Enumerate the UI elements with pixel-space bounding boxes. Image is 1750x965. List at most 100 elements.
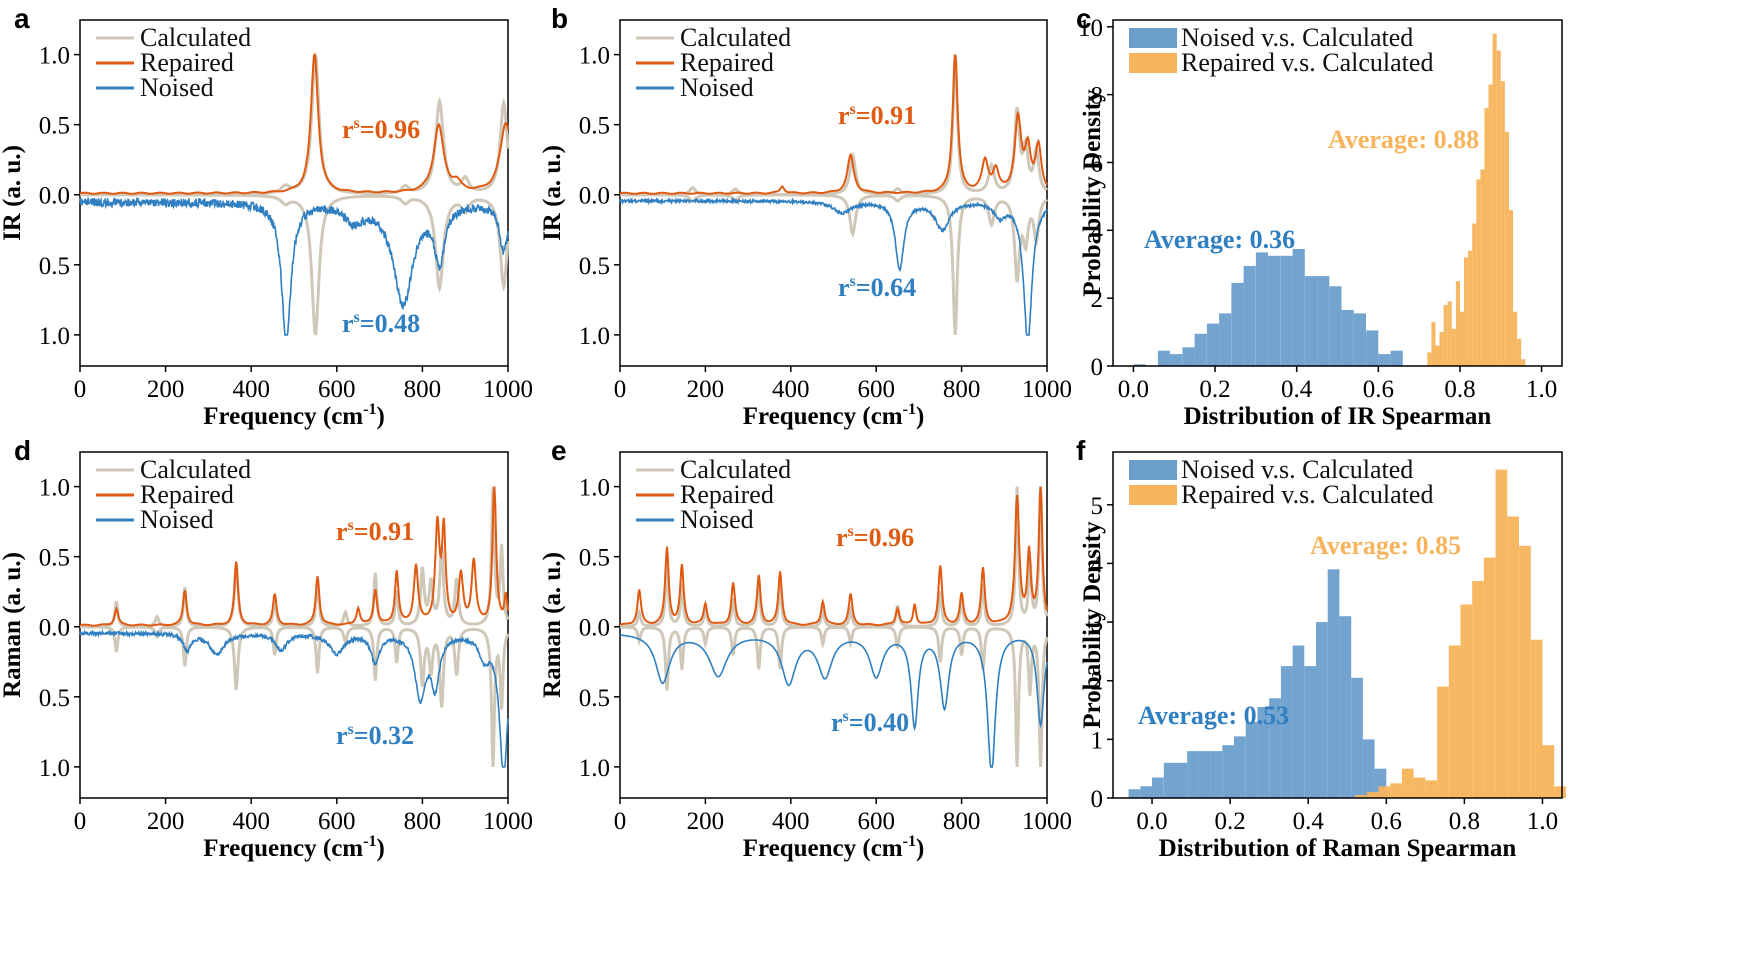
- histogram-bar-repaired: [1500, 81, 1505, 366]
- spearman-annotation-noised: rs=0.64: [838, 273, 916, 302]
- histogram-bar-noised: [1187, 751, 1199, 798]
- legend-label-repaired: Repaired: [140, 48, 234, 77]
- y-tick-label: 1.0: [579, 323, 610, 350]
- histogram-bar-noised: [1269, 698, 1281, 798]
- histogram-bar-repaired: [1437, 686, 1449, 798]
- x-tick-label: 1.0: [1526, 376, 1557, 403]
- spearman-annotation-repaired: rs=0.91: [336, 517, 414, 546]
- histogram-bar-repaired: [1554, 786, 1566, 798]
- histogram-bar-repaired: [1464, 257, 1469, 366]
- legend-label-noised: Noised v.s. Calculated: [1181, 23, 1413, 52]
- histogram-bar-repaired: [1508, 210, 1513, 366]
- panel-letter: d: [14, 435, 31, 466]
- x-tick-label: 0: [614, 808, 627, 835]
- calculated-line-lower: [80, 625, 510, 767]
- histogram-bar-noised: [1152, 777, 1164, 798]
- calculated-line-upper: [620, 54, 1048, 197]
- y-tick-label: 1.0: [579, 755, 610, 782]
- y-tick-label: 0.5: [39, 113, 70, 140]
- histogram-bar-repaired: [1519, 545, 1531, 798]
- y-tick-label: 4: [1091, 218, 1104, 245]
- x-tick-label: 200: [687, 808, 725, 835]
- y-tick-label: 5: [1091, 493, 1104, 520]
- average-annotation-noised: Average: 0.53: [1138, 701, 1289, 730]
- annotation-sup: s: [348, 721, 354, 738]
- x-tick-label: 0.8: [1449, 808, 1480, 835]
- histogram-bar-repaired: [1451, 328, 1456, 366]
- y-tick-label: 1.0: [39, 755, 70, 782]
- legend-label-noised: Noised v.s. Calculated: [1181, 455, 1413, 484]
- histogram-bar-noised: [1304, 276, 1317, 366]
- y-tick-label: 0.5: [579, 685, 610, 712]
- histogram-bar-repaired: [1460, 604, 1473, 798]
- x-axis-label-end: ): [376, 835, 384, 862]
- y-axis-label: Raman (a. u.): [0, 552, 26, 698]
- annotation-base: r: [336, 517, 348, 546]
- x-tick-label: 400: [772, 376, 810, 403]
- legend-swatch-repaired: [1129, 485, 1177, 505]
- histogram-bar-repaired: [1513, 311, 1518, 366]
- legend-label-noised: Noised: [140, 505, 214, 534]
- x-axis-label: Distribution of IR Spearman: [1184, 403, 1492, 430]
- histogram-bar-noised: [1339, 616, 1352, 798]
- histogram-bar-repaired: [1427, 352, 1432, 366]
- x-tick-label: 800: [943, 808, 981, 835]
- noised-line: [79, 196, 509, 336]
- histogram-bar-repaired: [1483, 557, 1496, 798]
- x-tick-label: 400: [232, 808, 270, 835]
- x-axis-label: Frequency (cm-1): [203, 401, 385, 430]
- panel-a: 0 200 400 600 800 1000 1.0 0.5 0.0 0.5 1.0 Frequenc…: [0, 3, 533, 430]
- average-annotation-repaired: Average: 0.88: [1328, 125, 1479, 154]
- histogram-bar-noised: [1353, 313, 1366, 366]
- histogram-bar-noised: [1374, 768, 1387, 798]
- histogram-bar-noised: [1257, 707, 1270, 798]
- y-tick-label: 0.5: [579, 545, 610, 572]
- legend-label-calculated: Calculated: [140, 455, 251, 484]
- histogram-bar-noised: [1351, 677, 1363, 798]
- y-tick-label: 0.5: [579, 113, 610, 140]
- histogram-bar-repaired: [1492, 33, 1497, 366]
- y-tick-label: 1.0: [39, 323, 70, 350]
- x-axis-label-text: Frequency (cm: [203, 835, 363, 862]
- histogram-bar-repaired: [1448, 645, 1461, 798]
- histogram-bar-noised: [1341, 310, 1354, 366]
- histogram-bar-repaired: [1542, 745, 1555, 798]
- legend-label-repaired: Repaired: [680, 480, 774, 509]
- histogram-bar-repaired: [1521, 359, 1526, 366]
- x-tick-label: 0: [74, 808, 87, 835]
- y-tick-label: 0: [1091, 354, 1104, 381]
- y-axis-label: Probability Density: [1079, 521, 1106, 729]
- y-tick-label: 1.0: [579, 43, 610, 70]
- histogram-bar-noised: [1133, 364, 1146, 366]
- histogram-bar-noised: [1292, 645, 1305, 798]
- x-axis-label: Frequency (cm-1): [743, 833, 925, 862]
- x-tick-label: 400: [232, 376, 270, 403]
- x-axis-label-text: Frequency (cm: [203, 403, 363, 430]
- histogram-bar-repaired: [1460, 311, 1465, 366]
- histogram-bar-noised: [1245, 721, 1258, 798]
- annotation-sup: s: [348, 517, 354, 534]
- legend-label-repaired: Repaired v.s. Calculated: [1181, 48, 1433, 77]
- histogram-bar-noised: [1255, 252, 1269, 366]
- y-axis-label: IR (a. u.): [539, 145, 566, 241]
- legend-label-repaired: Repaired: [140, 480, 234, 509]
- histogram-bar-repaired: [1435, 345, 1440, 366]
- x-tick-label: 1000: [1022, 376, 1072, 403]
- histogram-bar-repaired: [1431, 321, 1436, 366]
- legend-label-calculated: Calculated: [680, 455, 791, 484]
- histogram-bar-repaired: [1472, 223, 1477, 366]
- x-axis-label: Distribution of Raman Spearman: [1159, 835, 1517, 862]
- panel-b: 0 200 400 600 800 1000 1.0 0.5 0.0 0.5 1.0 Frequenc…: [539, 3, 1072, 430]
- noised-line: [619, 634, 1048, 768]
- x-tick-label: 0.0: [1136, 808, 1167, 835]
- histogram-bar-repaired: [1355, 795, 1367, 798]
- repaired-line: [79, 52, 509, 195]
- histogram-bar-repaired: [1504, 131, 1509, 366]
- average-annotation-noised: Average: 0.36: [1144, 225, 1295, 254]
- y-tick-label: 3: [1091, 610, 1104, 637]
- x-tick-label: 400: [772, 808, 810, 835]
- x-tick-label: 600: [318, 808, 356, 835]
- histogram-bar-noised: [1362, 739, 1375, 798]
- x-tick-label: 200: [147, 808, 185, 835]
